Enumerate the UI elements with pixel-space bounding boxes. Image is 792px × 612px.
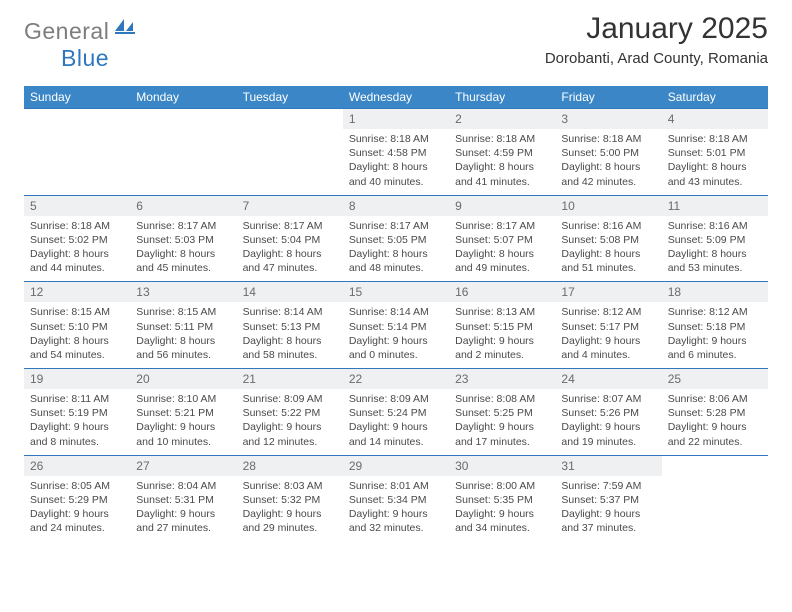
day-detail-cell: Sunrise: 7:59 AMSunset: 5:37 PMDaylight:… (555, 476, 661, 542)
day-number-cell: 6 (130, 195, 236, 216)
day-detail-cell: Sunrise: 8:03 AMSunset: 5:32 PMDaylight:… (237, 476, 343, 542)
day-number-cell: 12 (24, 282, 130, 303)
day-detail-cell: Sunrise: 8:18 AMSunset: 4:59 PMDaylight:… (449, 129, 555, 195)
logo-text-blue: Blue (61, 45, 109, 72)
day-number-cell: 30 (449, 455, 555, 476)
day-detail-cell: Sunrise: 8:17 AMSunset: 5:03 PMDaylight:… (130, 216, 236, 282)
day-detail-cell: Sunrise: 8:17 AMSunset: 5:05 PMDaylight:… (343, 216, 449, 282)
day-detail-cell: Sunrise: 8:00 AMSunset: 5:35 PMDaylight:… (449, 476, 555, 542)
day-number-cell (662, 455, 768, 476)
day-number-cell: 8 (343, 195, 449, 216)
day-detail-row: Sunrise: 8:15 AMSunset: 5:10 PMDaylight:… (24, 302, 768, 368)
day-detail-cell (130, 129, 236, 195)
day-detail-cell (662, 476, 768, 542)
day-detail-cell: Sunrise: 8:12 AMSunset: 5:18 PMDaylight:… (662, 302, 768, 368)
day-detail-cell: Sunrise: 8:18 AMSunset: 5:02 PMDaylight:… (24, 216, 130, 282)
day-number-cell (237, 109, 343, 130)
day-detail-cell: Sunrise: 8:10 AMSunset: 5:21 PMDaylight:… (130, 389, 236, 455)
day-detail-row: Sunrise: 8:11 AMSunset: 5:19 PMDaylight:… (24, 389, 768, 455)
weekday-header: Thursday (449, 86, 555, 109)
day-detail-cell: Sunrise: 8:17 AMSunset: 5:04 PMDaylight:… (237, 216, 343, 282)
day-number-cell: 31 (555, 455, 661, 476)
day-number-cell: 18 (662, 282, 768, 303)
weekday-header-row: Sunday Monday Tuesday Wednesday Thursday… (24, 86, 768, 109)
day-detail-cell: Sunrise: 8:09 AMSunset: 5:22 PMDaylight:… (237, 389, 343, 455)
day-number-cell: 24 (555, 369, 661, 390)
day-detail-cell: Sunrise: 8:01 AMSunset: 5:34 PMDaylight:… (343, 476, 449, 542)
day-detail-cell: Sunrise: 8:05 AMSunset: 5:29 PMDaylight:… (24, 476, 130, 542)
title-block: January 2025 Dorobanti, Arad County, Rom… (545, 12, 768, 67)
day-number-cell (24, 109, 130, 130)
logo: General (24, 18, 139, 45)
day-detail-cell: Sunrise: 8:18 AMSunset: 5:00 PMDaylight:… (555, 129, 661, 195)
day-number-cell: 10 (555, 195, 661, 216)
day-number-cell: 17 (555, 282, 661, 303)
weekday-header: Wednesday (343, 86, 449, 109)
day-detail-cell: Sunrise: 8:11 AMSunset: 5:19 PMDaylight:… (24, 389, 130, 455)
day-number-row: 12131415161718 (24, 282, 768, 303)
day-detail-cell: Sunrise: 8:08 AMSunset: 5:25 PMDaylight:… (449, 389, 555, 455)
weekday-header: Monday (130, 86, 236, 109)
logo-text-general: General (24, 18, 109, 45)
day-number-cell: 5 (24, 195, 130, 216)
day-number-cell: 7 (237, 195, 343, 216)
day-detail-cell: Sunrise: 8:17 AMSunset: 5:07 PMDaylight:… (449, 216, 555, 282)
day-number-cell (130, 109, 236, 130)
day-number-cell: 4 (662, 109, 768, 130)
day-number-cell: 25 (662, 369, 768, 390)
day-detail-cell: Sunrise: 8:04 AMSunset: 5:31 PMDaylight:… (130, 476, 236, 542)
day-number-cell: 21 (237, 369, 343, 390)
day-number-cell: 16 (449, 282, 555, 303)
day-number-row: 262728293031 (24, 455, 768, 476)
day-number-row: 1234 (24, 109, 768, 130)
logo-sails-icon (115, 17, 137, 40)
day-number-cell: 1 (343, 109, 449, 130)
day-number-cell: 29 (343, 455, 449, 476)
weekday-header: Tuesday (237, 86, 343, 109)
day-number-cell: 28 (237, 455, 343, 476)
location: Dorobanti, Arad County, Romania (545, 50, 768, 67)
calendar-table: Sunday Monday Tuesday Wednesday Thursday… (24, 86, 768, 541)
day-number-cell: 26 (24, 455, 130, 476)
day-detail-cell: Sunrise: 8:14 AMSunset: 5:13 PMDaylight:… (237, 302, 343, 368)
day-number-row: 19202122232425 (24, 369, 768, 390)
day-number-cell: 14 (237, 282, 343, 303)
day-detail-cell: Sunrise: 8:14 AMSunset: 5:14 PMDaylight:… (343, 302, 449, 368)
day-detail-cell: Sunrise: 8:15 AMSunset: 5:11 PMDaylight:… (130, 302, 236, 368)
day-number-cell: 3 (555, 109, 661, 130)
day-number-cell: 2 (449, 109, 555, 130)
day-detail-cell: Sunrise: 8:18 AMSunset: 4:58 PMDaylight:… (343, 129, 449, 195)
day-detail-cell: Sunrise: 8:12 AMSunset: 5:17 PMDaylight:… (555, 302, 661, 368)
weekday-header: Sunday (24, 86, 130, 109)
day-detail-cell: Sunrise: 8:18 AMSunset: 5:01 PMDaylight:… (662, 129, 768, 195)
day-detail-row: Sunrise: 8:18 AMSunset: 4:58 PMDaylight:… (24, 129, 768, 195)
day-number-cell: 9 (449, 195, 555, 216)
day-number-cell: 23 (449, 369, 555, 390)
day-number-cell: 15 (343, 282, 449, 303)
day-number-cell: 27 (130, 455, 236, 476)
day-detail-cell: Sunrise: 8:16 AMSunset: 5:08 PMDaylight:… (555, 216, 661, 282)
day-detail-cell: Sunrise: 8:16 AMSunset: 5:09 PMDaylight:… (662, 216, 768, 282)
day-detail-row: Sunrise: 8:18 AMSunset: 5:02 PMDaylight:… (24, 216, 768, 282)
day-detail-cell: Sunrise: 8:07 AMSunset: 5:26 PMDaylight:… (555, 389, 661, 455)
weekday-header: Friday (555, 86, 661, 109)
day-detail-cell: Sunrise: 8:15 AMSunset: 5:10 PMDaylight:… (24, 302, 130, 368)
day-detail-cell (237, 129, 343, 195)
day-number-cell: 11 (662, 195, 768, 216)
day-detail-cell: Sunrise: 8:06 AMSunset: 5:28 PMDaylight:… (662, 389, 768, 455)
day-detail-cell (24, 129, 130, 195)
day-number-cell: 19 (24, 369, 130, 390)
day-number-cell: 13 (130, 282, 236, 303)
day-detail-row: Sunrise: 8:05 AMSunset: 5:29 PMDaylight:… (24, 476, 768, 542)
day-number-row: 567891011 (24, 195, 768, 216)
month-title: January 2025 (545, 12, 768, 46)
weekday-header: Saturday (662, 86, 768, 109)
day-detail-cell: Sunrise: 8:13 AMSunset: 5:15 PMDaylight:… (449, 302, 555, 368)
day-number-cell: 22 (343, 369, 449, 390)
day-detail-cell: Sunrise: 8:09 AMSunset: 5:24 PMDaylight:… (343, 389, 449, 455)
day-number-cell: 20 (130, 369, 236, 390)
